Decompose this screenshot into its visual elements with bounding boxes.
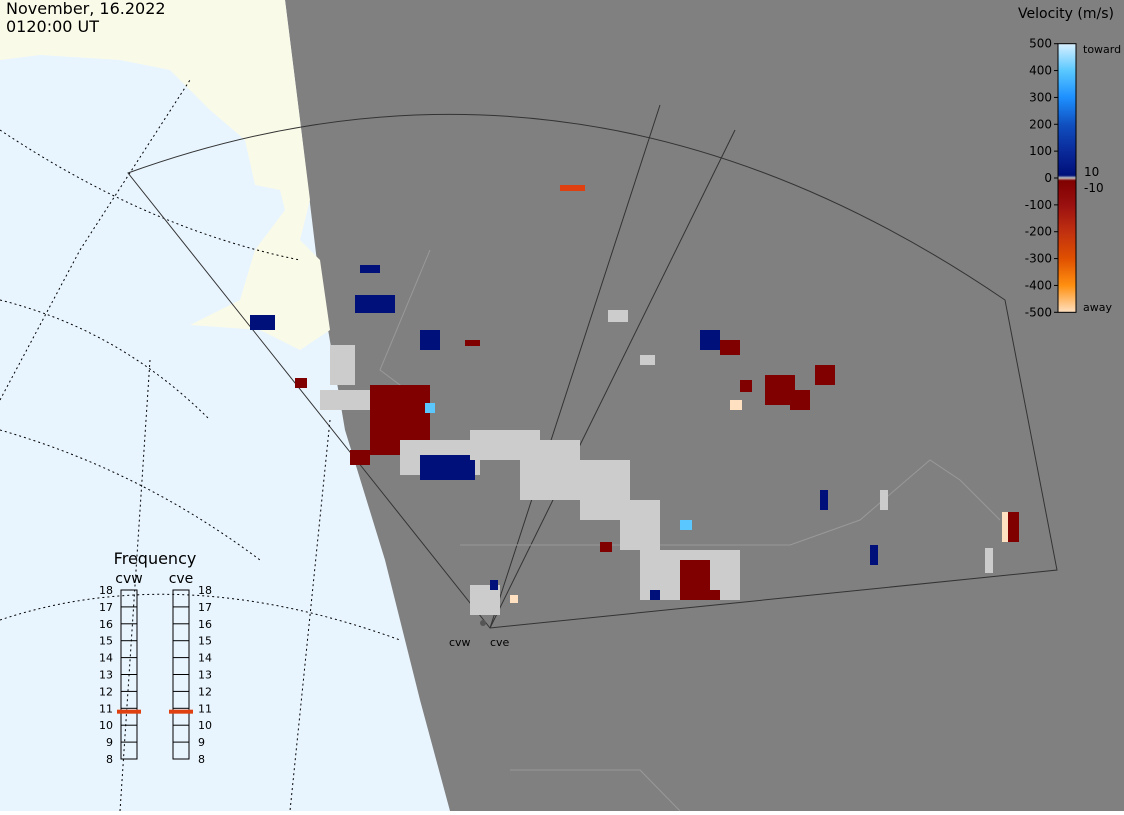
cell [600,542,612,552]
cell [295,378,307,388]
toward-label: toward [1083,43,1121,56]
colorbar [1057,43,1077,313]
cell [510,595,518,603]
cell [320,390,370,410]
cell [700,330,720,350]
radar-label: cvw [449,636,471,649]
colorbar-tick-label: -300 [1025,252,1052,266]
frequency-title: Frequency [114,549,197,568]
frequency-tick-label: 10 [99,719,113,732]
cell [720,340,740,355]
colorbar-inner-label: -10 [1084,181,1104,195]
cell [490,580,498,590]
frequency-marker [169,709,193,714]
cell [608,310,628,322]
cell [740,380,752,392]
frequency-tick-label: 18 [198,584,212,597]
cell [1005,512,1019,542]
cell [870,545,878,565]
cell [730,400,742,410]
frequency-tick-label: 17 [99,601,113,614]
cell [880,490,888,510]
cell [620,500,660,550]
radar-name: cve [169,571,194,587]
frequency-tick-label: 8 [106,753,113,766]
cell [420,455,475,480]
cell [790,390,810,410]
frequency-tick-label: 15 [99,635,113,648]
cell [680,560,710,600]
colorbar-tick-label: -100 [1025,198,1052,212]
frequency-tick-label: 9 [198,736,205,749]
radar-name: cvw [115,571,142,587]
frequency-tick-label: 12 [99,685,113,698]
radar-label: cve [490,636,510,649]
cell [425,403,435,413]
time: 0120:00 UT [6,17,99,36]
frequency-tick-label: 16 [99,618,113,631]
cell [710,590,720,600]
cell [640,355,655,365]
colorbar-title: Velocity (m/s) [1018,6,1114,22]
frequency-tick-label: 18 [99,584,113,597]
date: November, 16.2022 [6,0,166,18]
velocity-cells [250,185,1019,615]
cell [360,265,380,273]
colorbar-tick-label: 500 [1029,37,1052,51]
cell [330,345,355,385]
latitude-lines [0,79,401,812]
frequency-tick-label: 13 [99,669,113,682]
cell [1002,512,1008,542]
colorbar-tick-label: 0 [1044,171,1052,185]
colorbar-tick-label: 400 [1029,64,1052,78]
frequency-tick-label: 13 [198,669,212,682]
frequency-tick-label: 15 [198,635,212,648]
frequency-tick-label: 14 [198,652,212,665]
frequency-tick-label: 16 [198,618,212,631]
cell [520,440,580,500]
colorbar-tick-label: -400 [1025,278,1052,292]
cell [650,590,660,600]
landmass [0,0,330,350]
frequency-tick-label: 12 [198,685,212,698]
away-label: away [1083,301,1112,314]
colorbar-tick-label: 100 [1029,144,1052,158]
colorbar-inner-label: 10 [1084,165,1099,179]
cell [820,490,828,510]
cell [985,548,993,573]
colorbar-tick-label: 200 [1029,117,1052,131]
cell [815,365,835,385]
cell [355,295,395,313]
colorbar-tick-label: -500 [1025,305,1052,319]
cell [560,185,585,191]
frequency-tick-label: 11 [198,702,212,715]
cell [465,340,480,346]
cell [420,330,440,350]
radar-site [480,620,486,626]
frequency-tick-label: 17 [198,601,212,614]
cell [350,450,370,465]
frequency-tick-label: 8 [198,753,205,766]
cell [250,315,275,330]
frequency-tick-label: 14 [99,652,113,665]
frequency-marker [117,709,141,714]
colorbar-tick-label: 300 [1029,90,1052,104]
frequency-tick-label: 9 [106,736,113,749]
frequency-tick-label: 11 [99,702,113,715]
frequency-tick-label: 10 [198,719,212,732]
colorbar-tick-label: -200 [1025,225,1052,239]
cell [680,520,692,530]
